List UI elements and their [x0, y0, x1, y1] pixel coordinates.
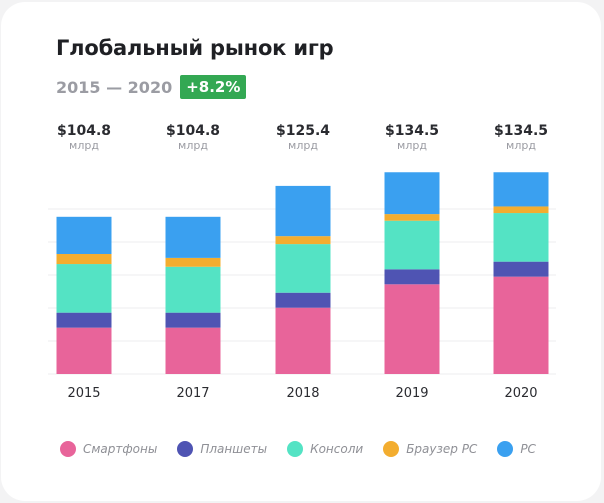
bar-segment-консоли	[56, 264, 112, 313]
legend-swatch	[177, 441, 194, 457]
bar-segment-браузер-pc	[56, 254, 112, 265]
bar-segment-консоли	[384, 220, 440, 270]
bar-segment-смартфоны	[384, 284, 440, 374]
bar-segment-консоли	[275, 244, 331, 293]
bar-unit-label: млрд	[178, 139, 208, 152]
bar-segment-планшеты	[493, 261, 549, 277]
legend-item: Консоли	[287, 441, 363, 457]
legend-label: Консоли	[310, 442, 364, 456]
legend-label: PC	[520, 442, 536, 456]
bar-segment-планшеты	[165, 312, 221, 328]
legend-item: Браузер PC	[383, 441, 477, 457]
bar-total-label: $104.8	[57, 123, 111, 139]
x-tick-label: 2020	[504, 386, 537, 401]
bar-segment-смартфоны	[493, 276, 549, 374]
legend-item: PC	[497, 441, 536, 457]
bar-total-label: $134.5	[385, 123, 439, 139]
bar-unit-label: млрд	[397, 139, 427, 152]
bar-total-label: $134.5	[494, 123, 548, 139]
legend-swatch	[287, 441, 304, 457]
chart-legend: Смартфоны Планшеты Консоли Браузер PC PC	[60, 441, 536, 457]
legend-label: Смартфоны	[83, 442, 158, 456]
bar-segment-pc	[275, 185, 331, 237]
period-row: 2015 — 2020 +8.2%	[56, 74, 247, 100]
bar-segment-планшеты	[384, 269, 440, 285]
legend-item: Планшеты	[177, 441, 267, 457]
bar-segment-консоли	[165, 266, 221, 313]
bar-segment-планшеты	[275, 292, 331, 308]
legend-label: Браузер PC	[406, 442, 478, 456]
legend-item: Смартфоны	[60, 441, 157, 457]
bar-segment-pc	[493, 172, 549, 207]
bar-segment-смартфоны	[165, 327, 221, 374]
legend-swatch	[60, 441, 76, 457]
growth-badge: +8.2%	[180, 75, 247, 99]
bar-segment-браузер-pc	[165, 257, 221, 267]
bar-total-label: $125.4	[276, 123, 330, 139]
bar-total-label: $104.8	[166, 123, 220, 139]
bar-segment-браузер-pc	[384, 214, 440, 221]
bar-segment-браузер-pc	[275, 236, 331, 245]
bar-segment-pc	[384, 172, 440, 215]
bar-segment-pc	[165, 216, 221, 258]
bar-segment-смартфоны	[275, 307, 331, 374]
bar-unit-label: млрд	[288, 139, 318, 152]
x-tick-label: 2015	[67, 386, 100, 401]
x-tick-label: 2018	[286, 386, 319, 401]
bar-segment-консоли	[493, 213, 549, 262]
x-tick-label: 2019	[395, 386, 428, 401]
bar-segment-pc	[56, 216, 112, 254]
x-tick-label: 2017	[176, 386, 209, 401]
bar-unit-label: млрд	[69, 139, 99, 152]
bar-segment-браузер-pc	[493, 206, 549, 214]
chart-title: Глобальный рынок игр	[56, 36, 334, 60]
bar-segment-планшеты	[56, 312, 112, 328]
legend-label: Планшеты	[200, 442, 268, 456]
legend-swatch	[497, 441, 514, 457]
legend-swatch	[383, 441, 400, 457]
period-label: 2015 — 2020	[56, 77, 173, 97]
bar-segment-смартфоны	[56, 327, 112, 374]
bar-unit-label: млрд	[506, 139, 536, 152]
